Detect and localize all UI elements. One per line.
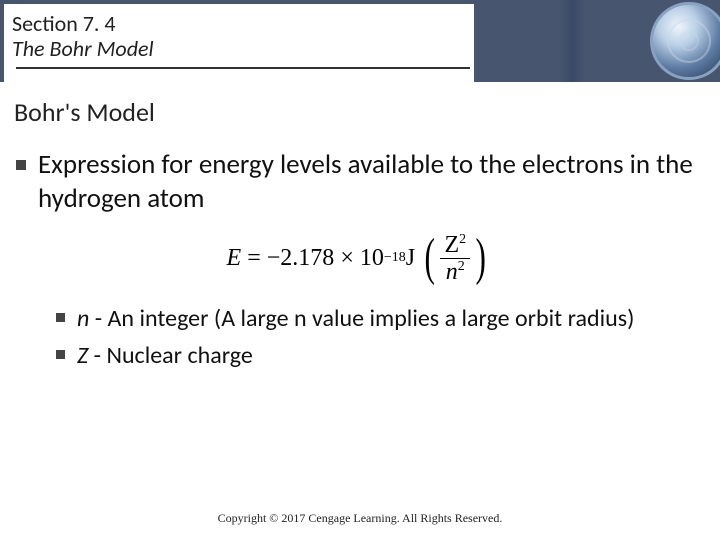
- section-title: The Bohr Model: [12, 35, 466, 62]
- slide: Section 7. 4 The Bohr Model Bohr's Model…: [0, 0, 720, 540]
- times-sign: ×: [340, 245, 354, 272]
- bullet-level2: Z - Nuclear charge: [56, 340, 700, 371]
- num-exp: 2: [459, 232, 466, 247]
- formula-base: 10: [360, 245, 384, 272]
- bullet-marker-icon: [56, 313, 65, 322]
- bullet-text: Expression for energy levels available t…: [38, 148, 700, 216]
- bullet-marker-icon: [56, 350, 65, 359]
- right-paren-icon: ): [476, 232, 486, 284]
- bullet-marker-icon: [16, 160, 26, 170]
- sphere-icon: [650, 2, 720, 80]
- header-text-block: Section 7. 4 The Bohr Model: [4, 4, 474, 82]
- formula-bracket: ( Z2 n2 ): [421, 232, 489, 286]
- den-exp: 2: [458, 259, 465, 274]
- sub-bullet-text: Z - Nuclear charge: [77, 340, 253, 371]
- content-area: Expression for energy levels available t…: [16, 148, 700, 378]
- fraction-numerator: Z2: [440, 232, 470, 258]
- var-n: n: [77, 304, 89, 333]
- left-paren-icon: (: [425, 232, 435, 284]
- formula-exponent: −18: [384, 250, 406, 266]
- fraction: Z2 n2: [440, 232, 470, 286]
- section-label: Section 7. 4: [12, 10, 466, 37]
- sub-text-0: - An integer (A large n value implies a …: [89, 304, 634, 333]
- fraction-denominator: n2: [442, 259, 469, 285]
- sub-bullet-text: n - An integer (A large n value implies …: [77, 303, 634, 334]
- formula-block: E = −2.178 × 10−18 J ( Z2 n2 ): [16, 232, 700, 286]
- formula-coefficient: −2.178: [267, 245, 335, 272]
- energy-formula: E = −2.178 × 10−18 J ( Z2 n2 ): [227, 232, 490, 286]
- sub-bullet-list: n - An integer (A large n value implies …: [56, 303, 700, 371]
- bullet-level1: Expression for energy levels available t…: [16, 148, 700, 216]
- equals-sign: =: [247, 245, 261, 272]
- formula-lhs: E: [227, 245, 242, 272]
- sub-text-1: - Nuclear charge: [88, 341, 253, 370]
- header-graphic: [560, 0, 720, 82]
- bullet-level2: n - An integer (A large n value implies …: [56, 303, 700, 334]
- den-base: n: [446, 259, 458, 285]
- header-divider: [16, 67, 470, 69]
- formula-unit: J: [406, 245, 415, 272]
- var-z: Z: [77, 341, 88, 370]
- num-base: Z: [444, 232, 459, 258]
- copyright-footer: Copyright © 2017 Cengage Learning. All R…: [0, 511, 720, 526]
- slide-subheading: Bohr's Model: [14, 96, 155, 128]
